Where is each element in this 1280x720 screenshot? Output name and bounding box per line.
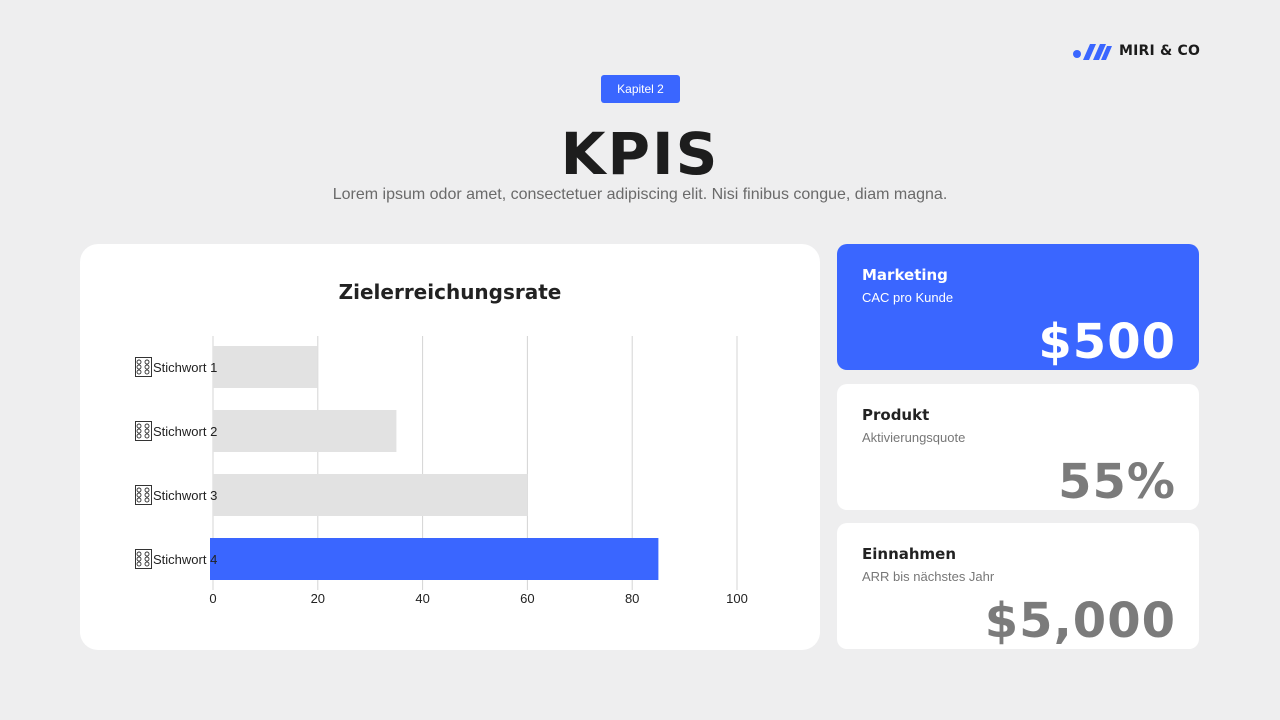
kpi-sublabel: CAC pro Kunde [862,290,954,305]
page-title: KPIS [560,120,720,188]
bar [210,538,659,580]
x-tick-label: 60 [520,591,534,606]
brand-name: MIRI & CO [1119,43,1201,59]
kpi-label: Marketing [862,266,948,284]
brand-logo-icon [1073,44,1112,60]
category-label: Stichwort 2 [153,424,217,439]
kpi-sublabel: ARR bis nächstes Jahr [862,569,995,584]
bar [213,346,318,388]
chart-title: Zielerreichungsrate [338,280,562,304]
gauge-icon [135,421,152,441]
kpi-label: Produkt [862,406,930,424]
kpi-value: $5,000 [984,593,1176,649]
bar [213,474,528,516]
brand: MIRI & CO [1072,40,1200,62]
bar [213,410,397,452]
x-tick-label: 0 [209,591,216,606]
kpi-value: $500 [1038,314,1176,370]
bar-chart: 0 20 40 60 80 100 Stichwort 1 Stichwort 2 Stichw… [135,336,748,606]
chapter-badge: Kapitel 2 [601,75,680,103]
x-tick-label: 100 [726,591,748,606]
chart-card: Zielerreichungsrate 0 20 40 60 80 100 Stichwor… [80,244,820,650]
x-tick-label: 80 [625,591,639,606]
kpi-value: 55% [1058,454,1176,510]
page-subtitle: Lorem ipsum odor amet, consectetuer adip… [332,186,948,203]
kpi-sublabel: Aktivierungsquote [862,430,966,445]
x-tick-label: 20 [311,591,325,606]
kpi-card-produkt: Produkt Aktivierungsquote 55% [837,384,1199,510]
kpi-label: Einnahmen [862,545,957,563]
gauge-icon [135,485,152,505]
gauge-icon [135,357,152,377]
category-label: Stichwort 1 [153,360,217,375]
kpi-card-einnahmen: Einnahmen ARR bis nächstes Jahr $5,000 [837,523,1199,649]
x-tick-label: 40 [415,591,429,606]
category-label: Stichwort 3 [153,488,217,503]
kpi-card-marketing: Marketing CAC pro Kunde $500 [837,244,1199,370]
category-label: Stichwort 4 [153,552,217,567]
gauge-icon [135,549,152,569]
